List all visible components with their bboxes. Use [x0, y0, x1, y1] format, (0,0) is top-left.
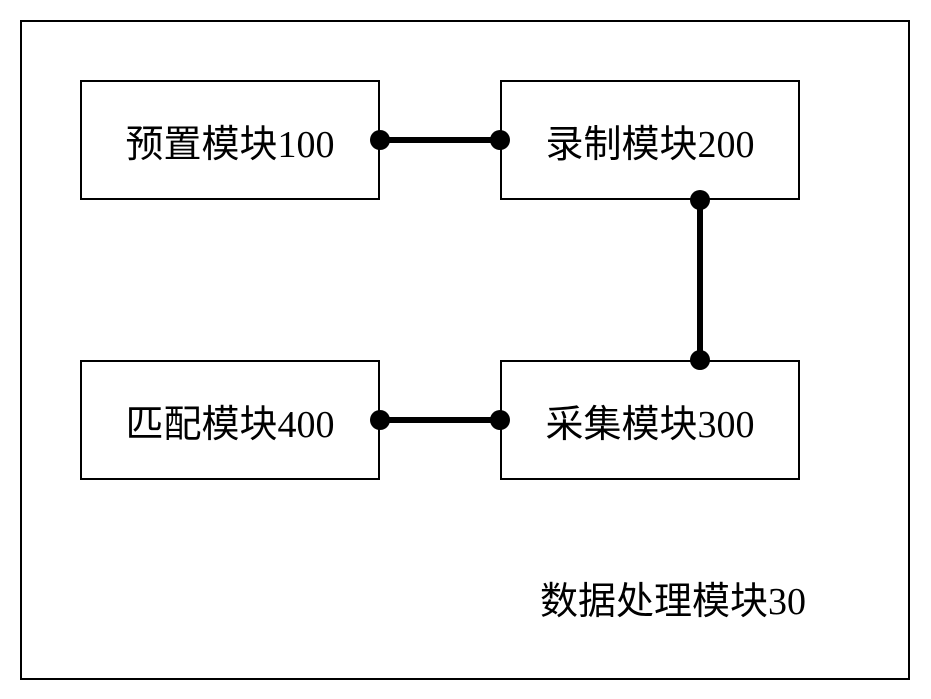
node-match: 匹配模块400 [80, 360, 380, 480]
edge-preset-record-line [380, 137, 500, 143]
node-match-label: 匹配模块400 [125, 393, 334, 448]
edge-record-collect-dot2 [690, 350, 710, 370]
node-collect: 采集模块300 [500, 360, 800, 480]
node-collect-label: 采集模块300 [545, 393, 754, 448]
diagram-caption: 数据处理模块30 [540, 570, 806, 625]
edge-preset-record-dot2 [490, 130, 510, 150]
edge-match-collect-line [380, 417, 500, 423]
edge-match-collect-dot1 [370, 410, 390, 430]
node-preset: 预置模块100 [80, 80, 380, 200]
edge-record-collect-line [697, 200, 703, 360]
node-record-label: 录制模块200 [545, 113, 754, 168]
node-record: 录制模块200 [500, 80, 800, 200]
edge-preset-record-dot1 [370, 130, 390, 150]
edge-record-collect-dot1 [690, 190, 710, 210]
edge-match-collect-dot2 [490, 410, 510, 430]
diagram-canvas: 预置模块100 录制模块200 匹配模块400 采集模块300 数据处理模块30 [0, 0, 931, 699]
node-preset-label: 预置模块100 [125, 113, 334, 168]
diagram-caption-text: 数据处理模块30 [540, 581, 806, 623]
